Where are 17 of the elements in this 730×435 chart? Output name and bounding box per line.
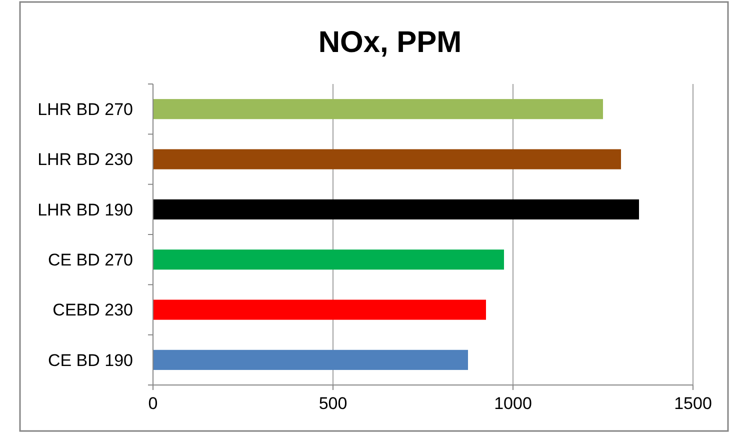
bar: [153, 149, 621, 170]
x-tick-label: 1500: [674, 394, 712, 413]
y-tick-label: LHR BD 230: [38, 150, 133, 170]
x-tick-label: 500: [318, 394, 348, 413]
bar: [153, 199, 639, 220]
x-tick-label: 0: [148, 394, 158, 413]
bar: [153, 300, 486, 320]
bar: [153, 350, 468, 370]
y-tick-label: CE BD 190: [48, 350, 133, 370]
x-tick-label: 1000: [494, 394, 532, 413]
y-tick-label: CE BD 270: [48, 250, 133, 270]
y-tick-label: LHR BD 270: [38, 100, 133, 120]
y-tick-label: CEBD 230: [52, 300, 133, 320]
chart-title: NOx, PPM: [318, 26, 462, 59]
y-tick-label: LHR BD 190: [38, 200, 133, 220]
bar: [153, 99, 603, 120]
bar: [153, 250, 504, 270]
